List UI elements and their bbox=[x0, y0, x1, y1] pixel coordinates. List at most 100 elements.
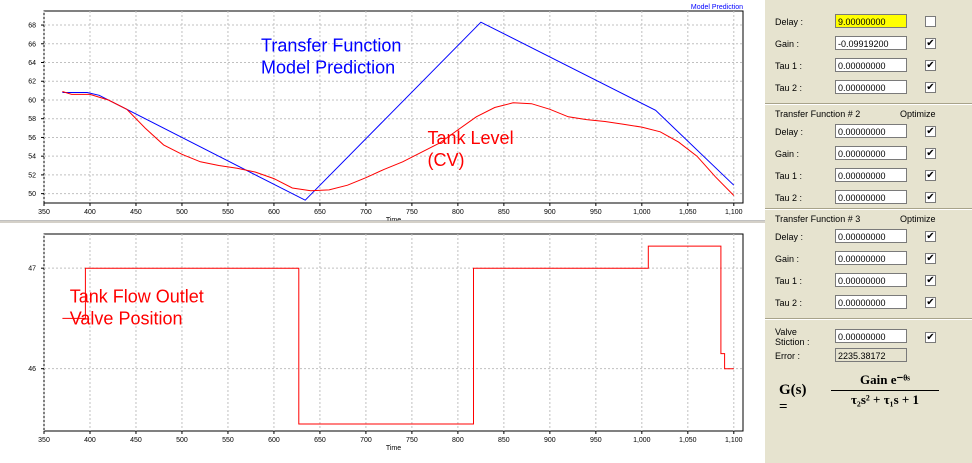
formula-numerator: Gain e⁻ᶿˢ bbox=[860, 372, 910, 387]
separator bbox=[765, 103, 972, 105]
y-tick-label: 47 bbox=[28, 266, 36, 273]
tf3-gain-label: Gain : bbox=[775, 254, 800, 264]
x-tick-label: 800 bbox=[452, 437, 464, 444]
tf1-tau2-label: Tau 2 : bbox=[775, 83, 803, 93]
tf1-gain-optimize-checkbox[interactable]: ✔ bbox=[925, 38, 936, 49]
y-tick-label: 52 bbox=[28, 172, 36, 179]
tuning-panel: Delay : 9.00000000 Gain : -0.09919200 ✔ Tau 1… bbox=[765, 0, 972, 463]
error-label: Error : bbox=[775, 351, 801, 361]
tf3-tau1-label: Tau 1 : bbox=[775, 276, 803, 286]
tf2-tau1-optimize-checkbox[interactable]: ✔ bbox=[925, 170, 936, 181]
valve-stiction-label: Valve Stiction : bbox=[775, 327, 830, 347]
x-tick-label: 550 bbox=[222, 209, 234, 216]
bottom-chart: 350 400 450 500 550 600 650 700 750 800 850 900 950 1… bbox=[28, 233, 744, 452]
tf2-delay-input[interactable]: 0.00000000 bbox=[835, 124, 907, 138]
y-tick-label: 66 bbox=[28, 41, 36, 48]
x-tick-label: 900 bbox=[544, 209, 556, 216]
y-tick-label: 64 bbox=[28, 60, 36, 67]
chart-annotation-line: Tank Flow Outlet bbox=[70, 286, 204, 306]
tf3-tau2-input[interactable]: 0.00000000 bbox=[835, 295, 907, 309]
x-tick-label: 750 bbox=[406, 437, 418, 444]
formula-lhs: G(s) = bbox=[779, 382, 807, 415]
x-tick-label: 600 bbox=[268, 437, 280, 444]
tf3-header: Transfer Function # 3 bbox=[775, 214, 861, 224]
valve-stiction-input[interactable]: 0.00000000 bbox=[835, 329, 907, 343]
tf3-gain-optimize-checkbox[interactable]: ✔ bbox=[925, 253, 936, 264]
top-chart: 350 400 450 500 550 600 650 700 750 800 850 900 950 1… bbox=[28, 4, 744, 224]
tf3-gain-input[interactable]: 0.00000000 bbox=[835, 251, 907, 265]
x-tick-label: 400 bbox=[84, 437, 96, 444]
tf3-tau2-label: Tau 2 : bbox=[775, 298, 803, 308]
y-tick-label: 54 bbox=[28, 154, 36, 161]
tf2-delay-optimize-checkbox[interactable]: ✔ bbox=[925, 126, 936, 137]
tf1-tau1-input[interactable]: 0.00000000 bbox=[835, 58, 907, 72]
series-line-1 bbox=[62, 245, 734, 425]
tf2-gain-input[interactable]: 0.00000000 bbox=[835, 146, 907, 160]
tf2-gain-label: Gain : bbox=[775, 149, 800, 159]
x-axis-title: Time bbox=[386, 445, 401, 452]
x-tick-label: 650 bbox=[314, 209, 326, 216]
formula-denominator: τ₂s² + τ₁s + 1 bbox=[850, 392, 920, 407]
x-tick-label: 350 bbox=[38, 437, 50, 444]
chart-annotation-line: Valve Position bbox=[70, 308, 183, 328]
y-tick-label: 62 bbox=[28, 79, 36, 86]
tf2-delay-label: Delay : bbox=[775, 127, 804, 137]
valve-stiction-checkbox[interactable]: ✔ bbox=[925, 332, 936, 343]
tf2-tau1-label: Tau 1 : bbox=[775, 171, 803, 181]
tf1-delay-optimize-checkbox[interactable] bbox=[925, 16, 936, 27]
chart-annotation-line: Model Prediction bbox=[261, 57, 395, 77]
plot-frame bbox=[43, 233, 744, 432]
tf1-gain-label: Gain : bbox=[775, 39, 800, 49]
tf1-tau1-optimize-checkbox[interactable]: ✔ bbox=[925, 60, 936, 71]
tf2-tau2-input[interactable]: 0.00000000 bbox=[835, 190, 907, 204]
series-line-2 bbox=[62, 91, 735, 196]
x-tick-label: 400 bbox=[84, 209, 96, 216]
x-tick-label: 850 bbox=[498, 209, 510, 216]
tf2-tau1-input[interactable]: 0.00000000 bbox=[835, 168, 907, 182]
x-tick-label: 700 bbox=[360, 209, 372, 216]
tf1-tau1-label: Tau 1 : bbox=[775, 61, 803, 71]
x-tick-label: 1,100 bbox=[725, 209, 743, 216]
x-tick-label: 500 bbox=[176, 437, 188, 444]
chart-title: Model Prediction bbox=[691, 4, 743, 11]
separator bbox=[765, 318, 972, 320]
tf1-delay-label: Delay : bbox=[775, 17, 804, 27]
tf1-gain-input[interactable]: -0.09919200 bbox=[835, 36, 907, 50]
tf1-tau2-input[interactable]: 0.00000000 bbox=[835, 80, 907, 94]
y-tick-label: 68 bbox=[28, 23, 36, 30]
tf2-tau2-label: Tau 2 : bbox=[775, 193, 803, 203]
tf1-tau2-optimize-checkbox[interactable]: ✔ bbox=[925, 82, 936, 93]
y-tick-label: 46 bbox=[28, 366, 36, 373]
x-tick-label: 700 bbox=[360, 437, 372, 444]
chart-area: 350 400 450 500 550 600 650 700 750 800 850 900 950 1… bbox=[0, 4, 765, 452]
x-tick-label: 450 bbox=[130, 437, 142, 444]
tf3-tau1-optimize-checkbox[interactable]: ✔ bbox=[925, 275, 936, 286]
y-tick-label: 60 bbox=[28, 97, 36, 104]
plot-frame bbox=[43, 10, 744, 204]
tf3-tau2-optimize-checkbox[interactable]: ✔ bbox=[925, 297, 936, 308]
tf2-gain-optimize-checkbox[interactable]: ✔ bbox=[925, 148, 936, 159]
x-tick-label: 950 bbox=[590, 437, 602, 444]
x-tick-label: 950 bbox=[590, 209, 602, 216]
tf3-delay-input[interactable]: 0.00000000 bbox=[835, 229, 907, 243]
tf3-optimize-label: Optimize bbox=[900, 214, 936, 224]
tf3-tau1-input[interactable]: 0.00000000 bbox=[835, 273, 907, 287]
tf1-delay-input[interactable]: 9.00000000 bbox=[835, 14, 907, 28]
series-line-1 bbox=[62, 21, 735, 201]
chart-annotation-line: Transfer Function bbox=[261, 35, 401, 55]
x-tick-label: 500 bbox=[176, 209, 188, 216]
tf3-delay-optimize-checkbox[interactable]: ✔ bbox=[925, 231, 936, 242]
x-tick-label: 800 bbox=[452, 209, 464, 216]
x-tick-label: 1,000 bbox=[633, 209, 651, 216]
tf2-optimize-label: Optimize bbox=[900, 109, 936, 119]
x-tick-label: 450 bbox=[130, 209, 142, 216]
x-tick-label: 600 bbox=[268, 209, 280, 216]
chart-annotation-line: (CV) bbox=[428, 150, 465, 170]
tf3-delay-label: Delay : bbox=[775, 232, 804, 242]
tf2-tau2-optimize-checkbox[interactable]: ✔ bbox=[925, 192, 936, 203]
x-tick-label: 350 bbox=[38, 209, 50, 216]
x-tick-label: 1,050 bbox=[679, 437, 697, 444]
y-tick-label: 50 bbox=[28, 191, 36, 198]
formula-fraction-bar bbox=[831, 390, 939, 391]
y-tick-label: 58 bbox=[28, 116, 36, 123]
